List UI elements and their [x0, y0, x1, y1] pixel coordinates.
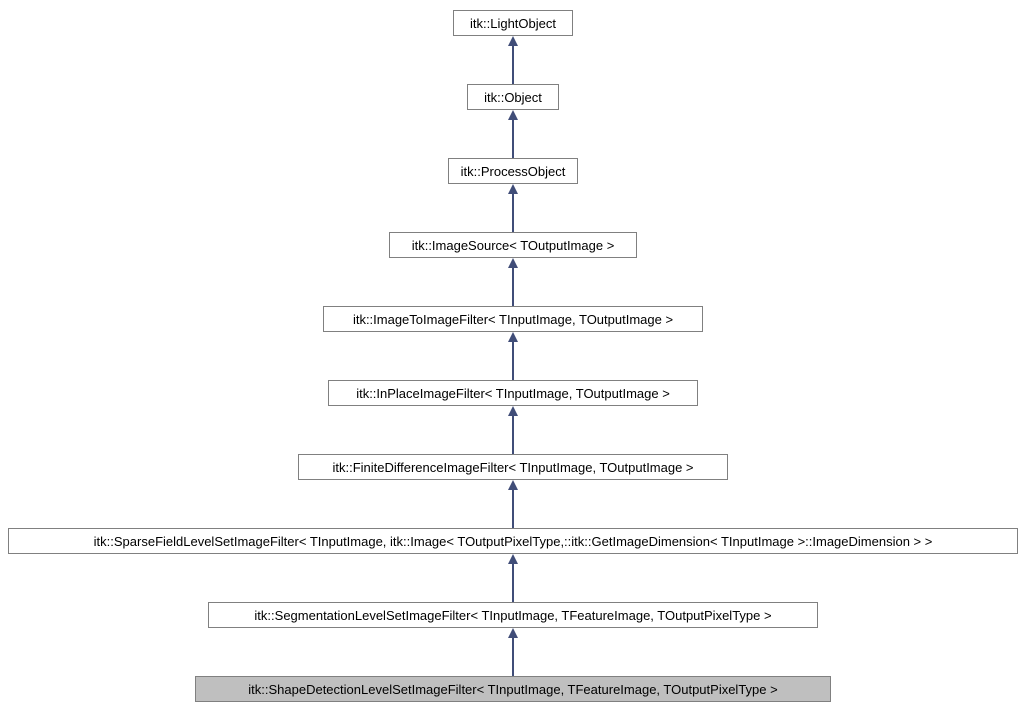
class-node[interactable]: itk::SegmentationLevelSetImageFilter< TI… — [208, 602, 818, 628]
inheritance-edge — [512, 342, 514, 380]
inheritance-edge — [512, 120, 514, 158]
inheritance-arrowhead-icon — [508, 110, 518, 120]
inheritance-edge — [512, 638, 514, 676]
class-node-label: itk::SparseFieldLevelSetImageFilter< TIn… — [94, 534, 933, 549]
class-node-label: itk::SegmentationLevelSetImageFilter< TI… — [254, 608, 771, 623]
inheritance-diagram: itk::LightObjectitk::Objectitk::ProcessO… — [0, 0, 1027, 709]
class-node-label: itk::ProcessObject — [461, 164, 566, 179]
class-node-label: itk::LightObject — [470, 16, 556, 31]
class-node[interactable]: itk::FiniteDifferenceImageFilter< TInput… — [298, 454, 728, 480]
class-node[interactable]: itk::InPlaceImageFilter< TInputImage, TO… — [328, 380, 698, 406]
class-node[interactable]: itk::ProcessObject — [448, 158, 578, 184]
inheritance-edge — [512, 46, 514, 84]
class-node[interactable]: itk::LightObject — [453, 10, 573, 36]
inheritance-edge — [512, 194, 514, 232]
inheritance-arrowhead-icon — [508, 258, 518, 268]
inheritance-arrowhead-icon — [508, 628, 518, 638]
class-node[interactable]: itk::ImageToImageFilter< TInputImage, TO… — [323, 306, 703, 332]
inheritance-arrowhead-icon — [508, 36, 518, 46]
inheritance-edge — [512, 564, 514, 602]
class-node-label: itk::Object — [484, 90, 542, 105]
inheritance-arrowhead-icon — [508, 480, 518, 490]
class-node[interactable]: itk::ShapeDetectionLevelSetImageFilter< … — [195, 676, 831, 702]
class-node[interactable]: itk::ImageSource< TOutputImage > — [389, 232, 637, 258]
inheritance-arrowhead-icon — [508, 554, 518, 564]
class-node[interactable]: itk::Object — [467, 84, 559, 110]
class-node-label: itk::FiniteDifferenceImageFilter< TInput… — [332, 460, 693, 475]
class-node[interactable]: itk::SparseFieldLevelSetImageFilter< TIn… — [8, 528, 1018, 554]
inheritance-edge — [512, 416, 514, 454]
inheritance-edge — [512, 268, 514, 306]
class-node-label: itk::ImageToImageFilter< TInputImage, TO… — [353, 312, 673, 327]
inheritance-arrowhead-icon — [508, 406, 518, 416]
inheritance-edge — [512, 490, 514, 528]
inheritance-arrowhead-icon — [508, 332, 518, 342]
inheritance-arrowhead-icon — [508, 184, 518, 194]
class-node-label: itk::ImageSource< TOutputImage > — [412, 238, 615, 253]
class-node-label: itk::ShapeDetectionLevelSetImageFilter< … — [248, 682, 777, 697]
class-node-label: itk::InPlaceImageFilter< TInputImage, TO… — [356, 386, 670, 401]
